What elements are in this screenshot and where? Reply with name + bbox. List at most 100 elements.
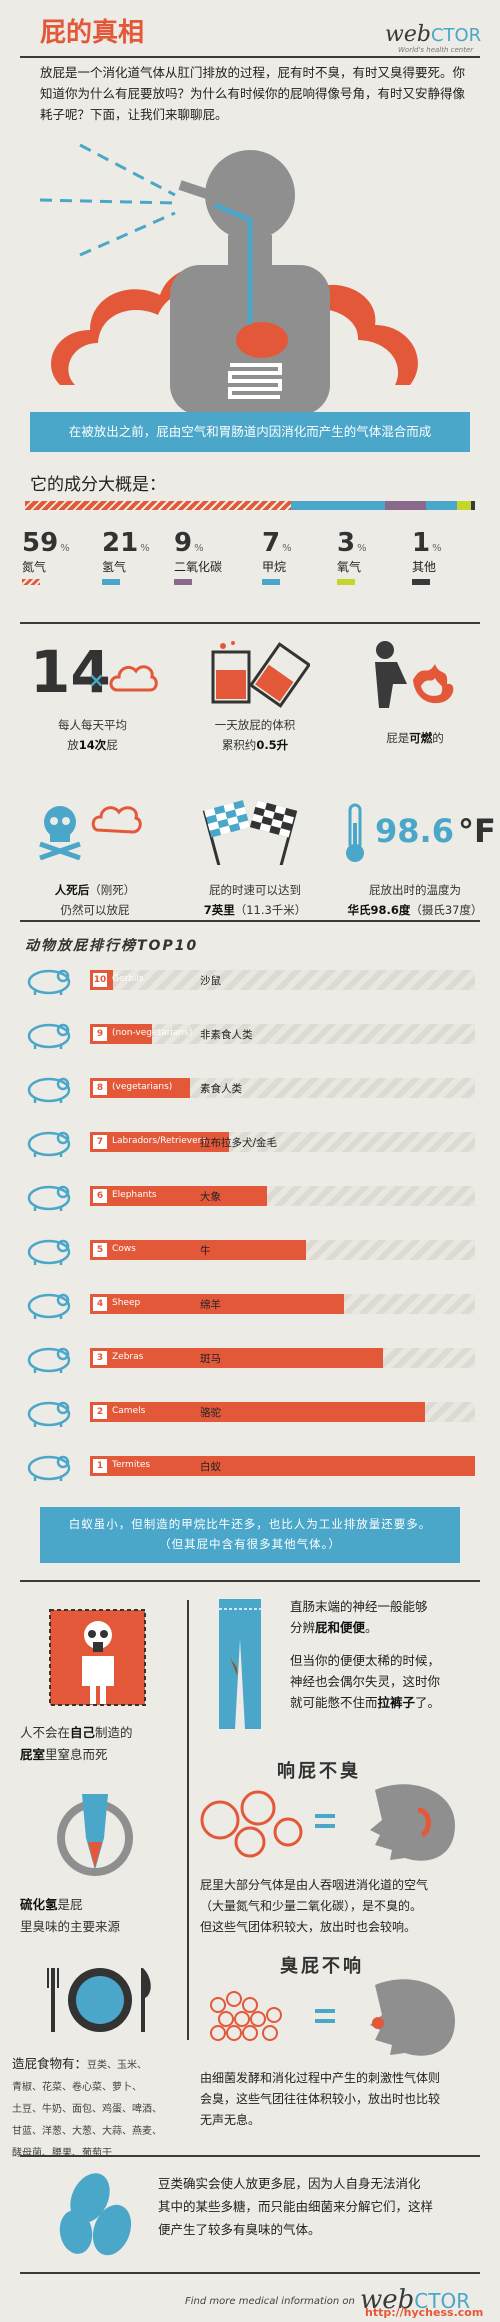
composition-bar-methane [425,501,457,510]
composition-divider [20,622,480,624]
rank-bar: 9 (non-vegetarians) 非素食人类 [90,1024,253,1044]
own-fart-fact: 人不会在自己制造的 屁室里窒息而死 [20,1725,133,1762]
rank-bar-track [90,1024,475,1044]
dog-icon [25,1126,73,1158]
rank-name-zh: 绵羊 [200,1299,221,1311]
skull-icon [39,806,142,860]
footer-divider [20,2272,480,2274]
loud-bubbles-icon [200,1784,455,1861]
quiet-text: 由细菌发酵和消化过程中产生的刺激性气体则 会臭，这些气团往往体积较小，放出时也比… [200,2071,441,2127]
ranking-divider [20,1580,480,1582]
thermometer-icon [346,803,364,862]
rank-name-en: Elephants [112,1190,157,1200]
rank-name-zh: 斑马 [200,1353,221,1365]
rank-name-en: (vegetarians) [112,1082,173,1092]
composition-bar-other [470,501,475,510]
rank-bar: 10 Gerbils 沙鼠 [90,970,221,990]
composition-bar-nitrogen [25,501,291,510]
fact-after-death: 人死后（刚死） 仍然可以放屁 [54,883,136,917]
composition-bar-hydrogen [290,501,385,510]
rank-name-en: Gerbils [112,974,144,984]
cloud-icon [109,665,158,692]
gas-nitrogen: 59% 氮气 [22,528,70,585]
fact-temperature: 屁放出时的温度为 华氏98.6度（摄氏37度） [347,883,483,917]
rank-name-en: Labradors/Retrievers [112,1136,207,1146]
fact-temp-value: 98.6 °F [375,812,496,850]
nose-clip-icon [57,1794,133,1876]
webctor-logo[interactable]: webCTOR [385,22,481,47]
glasses-icon [211,641,310,708]
rank-name-en: Zebras [112,1352,144,1362]
plate-cutlery-icon [47,1968,151,2032]
composition-banner: 在被放出之前，屁由空气和胃肠道内因消化而产生的气体混合而成 [30,412,470,452]
sheep-icon [25,1288,73,1320]
rank-bar: 4 Sheep 绵羊 [90,1294,344,1314]
rank-name-zh: 拉布拉多犬/金毛 [200,1137,278,1149]
footer-logo-web: web [360,2285,415,2315]
food-list: 造屁食物有：豆类、玉米、 青椒、花菜、卷心菜、萝卜、 土豆、牛奶、面包、鸡蛋、啤… [12,2056,162,2159]
composition-bar-co2 [385,501,426,510]
logo-ctor: CTOR [430,25,482,46]
facts-divider [20,920,480,922]
fact-daily-volume: 一天放屁的体积 累积约0.5升 [214,718,296,752]
watermark-url[interactable]: http://hychess.com [365,2306,484,2319]
elephant-icon [25,1180,73,1212]
beans-text: 豆类确实会使人放更多屁，因为人自身无法消化 其中的某些多糖，而只能由细菌来分解它… [158,2176,434,2237]
rank-bar: 3 Zebras 斑马 [90,1348,383,1368]
rank-bar: 1 Termites 白蚁 [90,1456,475,1476]
fact-14-number: 14 [30,638,111,706]
rank-name-en: Sheep [112,1298,141,1308]
h2s-fact: 硫化氢是屁 里臭味的主要来源 [20,1897,121,1934]
quiet-title: 臭屁不响 [280,1956,364,1977]
rank-number: 8 [93,1081,107,1095]
composition-bar-oxygen [457,501,471,510]
person-icon [25,1018,73,1050]
rank-name-zh: 沙鼠 [200,975,221,987]
fact-flammable: 屁是可燃的 [386,731,444,745]
ranking-title: 动物放屁排行榜TOP10 [25,938,199,954]
page-title: 屁的真相 [40,18,145,48]
baby-icon [25,1072,73,1104]
logo-web: web [385,22,431,47]
footer-logo-ctor: CTOR [414,2289,471,2313]
rank-number: 4 [93,1297,107,1311]
vertical-divider [187,1600,189,2040]
loud-text: 屁里大部分气体是由人吞咽进消化道的空气 （大量氮气和少量二氧化碳），是不臭的。 … [200,1878,429,1934]
rank-name-en: Cows [112,1244,136,1254]
rank-number: 5 [93,1243,107,1257]
composition-title: 它的成分大概是： [30,475,166,495]
rank-number: 10 [93,973,107,987]
rank-bar-track [90,970,475,990]
quiet-bubbles-icon [210,1979,455,2056]
rank-name-zh: 素食人类 [200,1083,242,1095]
gas-hydrogen: 21% 氢气 [102,528,150,585]
rank-name-en: Camels [112,1406,146,1416]
zebra-icon [25,1342,73,1374]
rank-number: 6 [93,1189,107,1203]
rank-name-zh: 非素食人类 [200,1029,253,1041]
termite-note: 白蚁虽小，但制造的甲烷比牛还多，也比人为工业排放量还要多。 （但其屁中含有很多其… [40,1507,460,1563]
logo-subtitle: World's health center [398,46,474,54]
termite-icon [25,1450,73,1482]
times-sign: × [88,668,105,692]
gas-mask-icon [49,1609,146,1706]
rank-name-zh: 白蚁 [200,1461,221,1473]
footer-webctor-logo[interactable]: webCTOR [360,2285,470,2315]
rank-bar: 5 Cows 牛 [90,1240,306,1260]
footer-find-text: Find more medical information on [185,2296,355,2307]
nerve-text: 直肠末端的神经一般能够 分辨屁和便便。 但当你的便便太稀的时候， 神经也会偶尔失… [290,1599,441,1710]
fact-daily-count: 每人每天平均 放14次屁 [58,718,127,752]
loud-title: 响屁不臭 [277,1761,361,1782]
gas-other: 1% 其他 [412,528,442,585]
rank-name-zh: 牛 [200,1245,211,1257]
camel-icon [25,1396,73,1428]
composition-bar [25,501,475,510]
gas-methane: 7% 甲烷 [262,528,292,585]
beans-icon [59,2173,132,2256]
flame-icon [375,641,454,708]
rank-number: 2 [93,1405,107,1419]
rank-number: 1 [93,1459,107,1473]
intro-text: 放屁是一个消化道气体从肛门排放的过程，屁有时不臭，有时又臭得要死。你知道你为什么… [40,65,466,122]
rank-bar: 2 Camels 骆驼 [90,1402,425,1422]
gas-co2: 9% 二氧化碳 [174,528,222,585]
